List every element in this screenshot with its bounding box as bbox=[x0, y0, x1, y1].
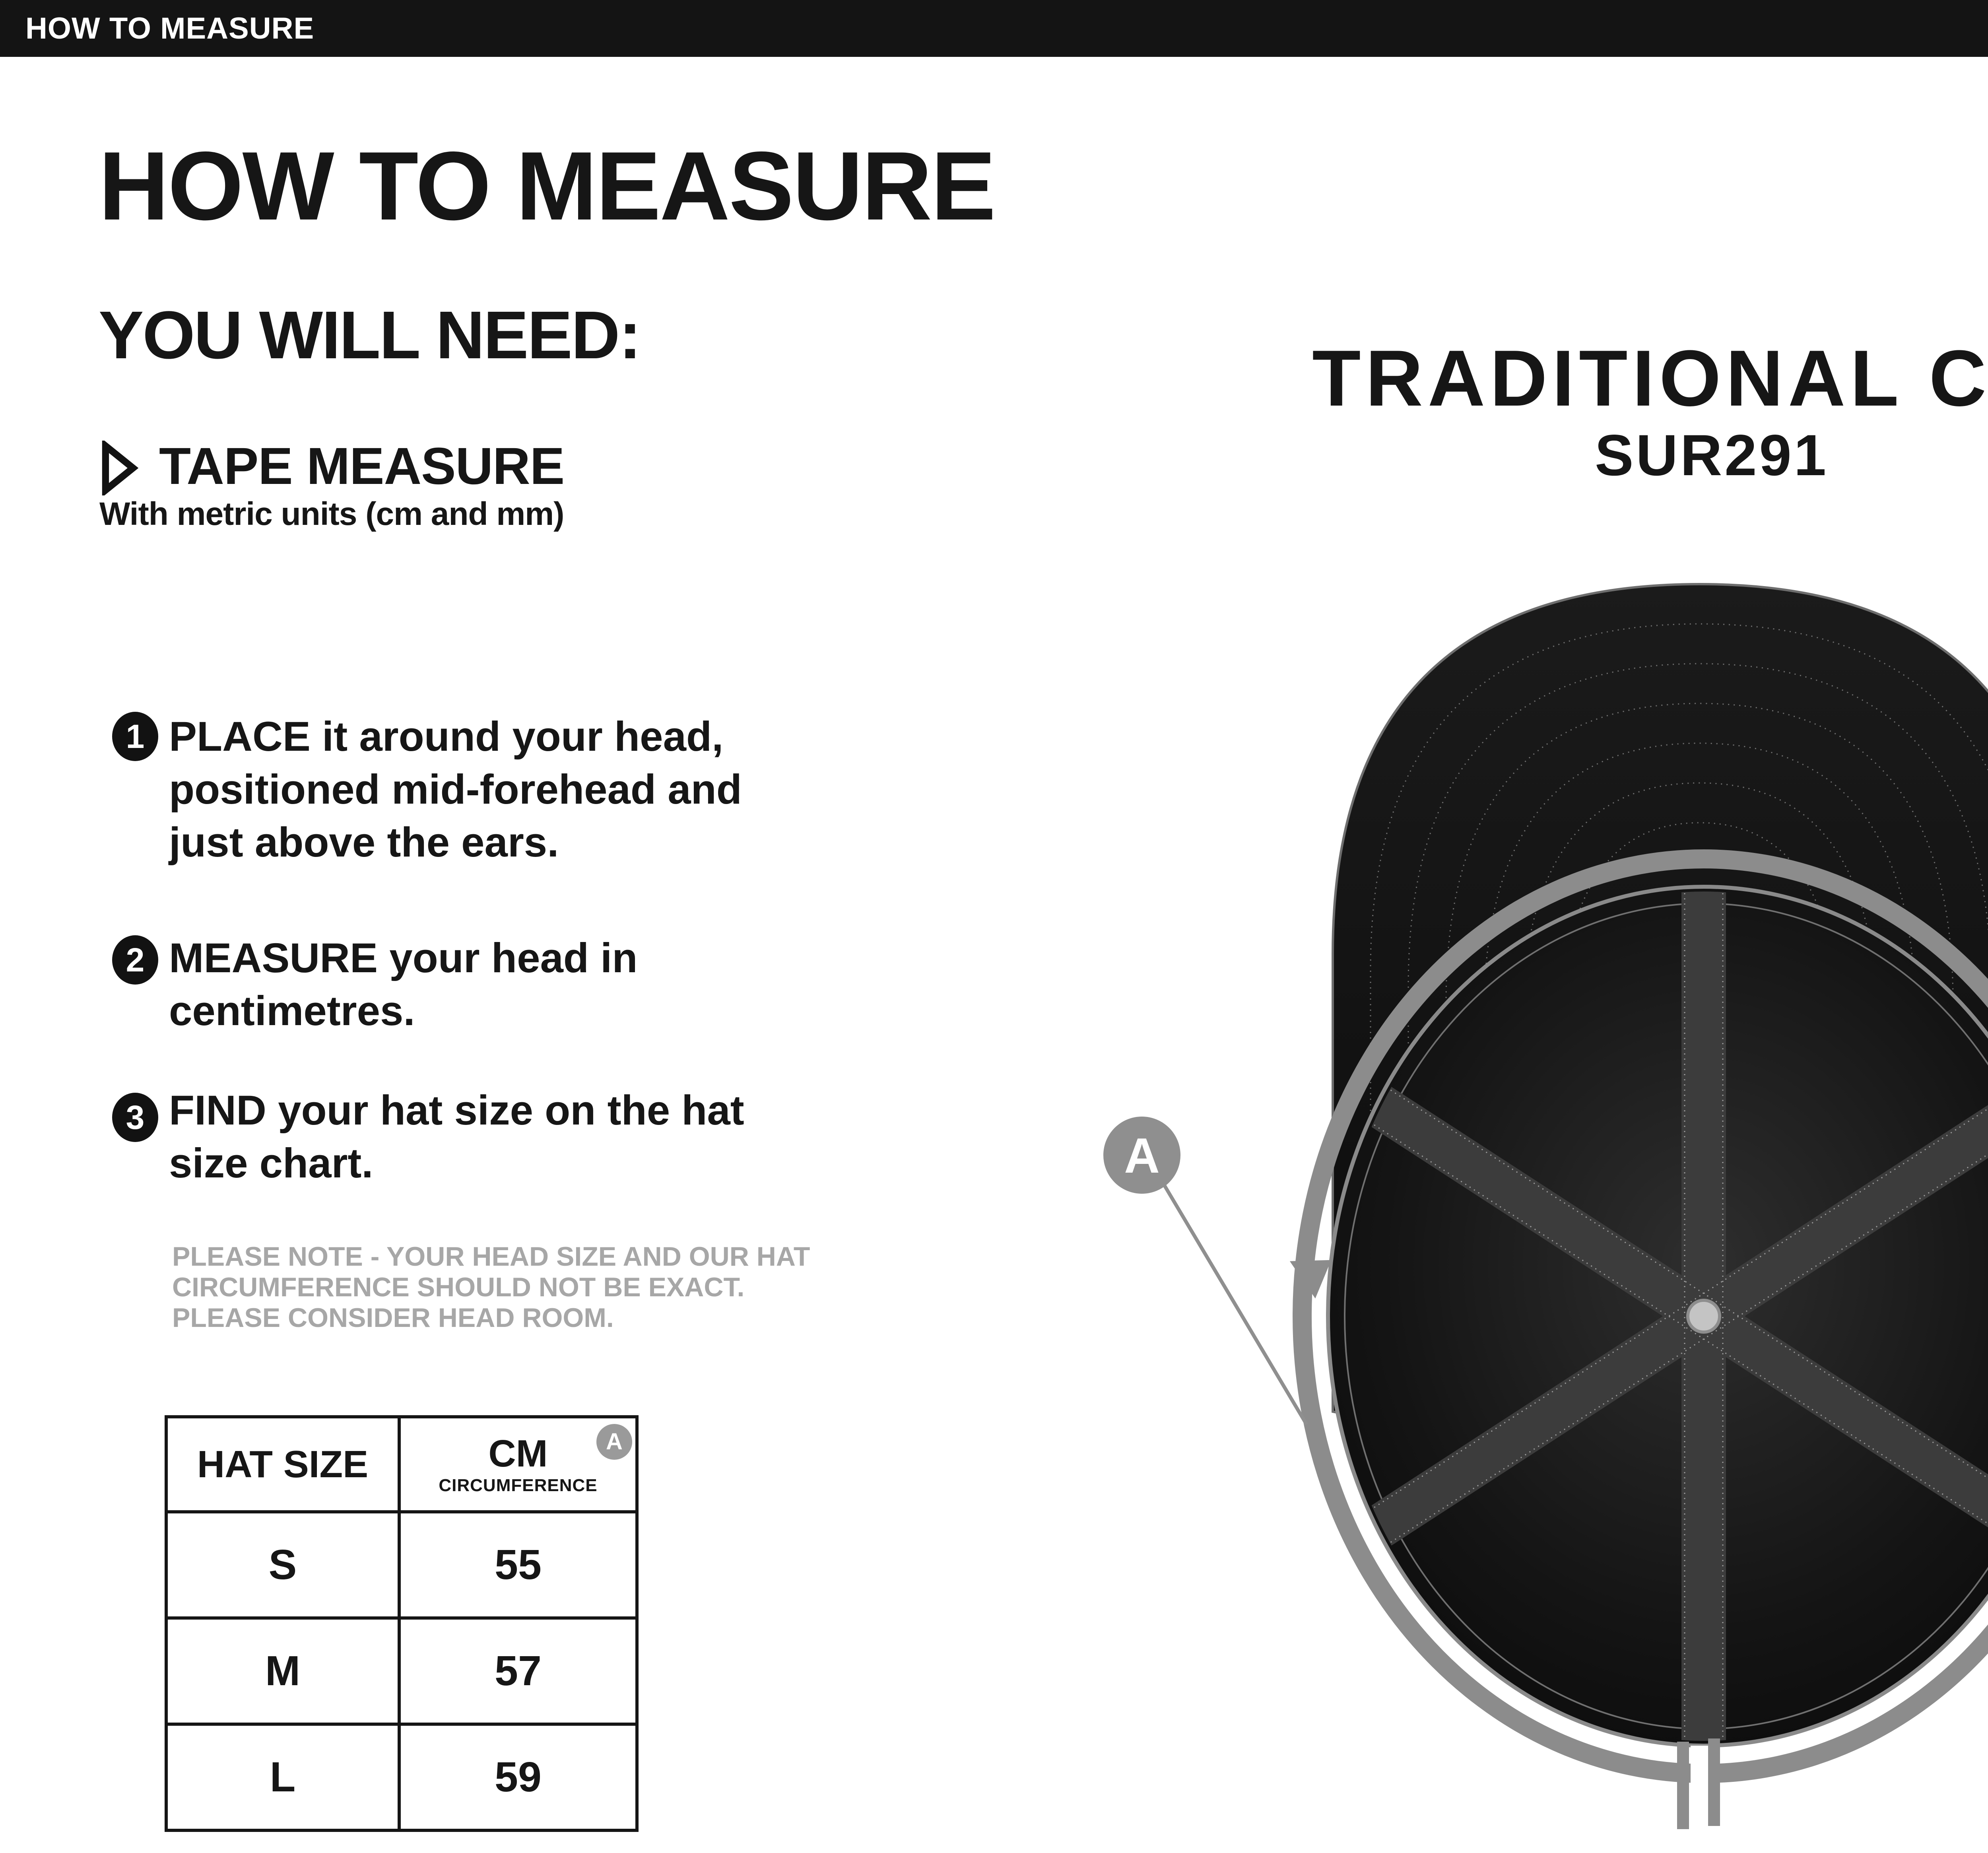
cap-diagram: A bbox=[1103, 583, 1988, 1829]
cm-header-label: CM bbox=[488, 1432, 548, 1475]
cm-cell-57: 57 bbox=[398, 1616, 639, 1726]
cm-header-cell: CM CIRCUMFERENCE A bbox=[398, 1415, 639, 1513]
step-3-text: FIND your hat size on the hat size chart… bbox=[169, 1084, 744, 1190]
ring-tick-left bbox=[1677, 1742, 1689, 1829]
step-2-line-2: centimetres. bbox=[169, 988, 415, 1034]
triangle-bullet-icon bbox=[102, 441, 138, 495]
ring-gap bbox=[1691, 1746, 1708, 1797]
you-will-need-heading: YOU WILL NEED: bbox=[99, 297, 641, 373]
size-chart-table: HAT SIZE CM CIRCUMFERENCE A S 55 M 57 L … bbox=[165, 1415, 639, 1832]
measure-ref-letter: A bbox=[606, 1429, 623, 1455]
note-line-1: PLEASE NOTE - YOUR HEAD SIZE AND OUR HAT bbox=[172, 1241, 810, 1272]
step-1-number: 1 bbox=[126, 718, 145, 755]
product-name: TRADITIONAL CAP bbox=[1312, 334, 1988, 423]
circumference-sublabel: CIRCUMFERENCE bbox=[439, 1475, 598, 1495]
ring-tick-right bbox=[1708, 1738, 1720, 1826]
cm-cell-59: 59 bbox=[398, 1723, 639, 1832]
tape-measure-detail: With metric units (cm and mm) bbox=[99, 496, 564, 532]
step-1-text: PLACE it around your head, positioned mi… bbox=[169, 710, 742, 869]
size-note: PLEASE NOTE - YOUR HEAD SIZE AND OUR HAT… bbox=[172, 1241, 810, 1333]
step-3-badge: 3 bbox=[112, 1093, 158, 1142]
crown-button bbox=[1686, 1299, 1721, 1334]
size-cell-l: L bbox=[165, 1723, 401, 1832]
step-3-line-1: FIND your hat size on the hat bbox=[169, 1087, 744, 1134]
product-code: SUR291 bbox=[1595, 423, 1829, 488]
hat-size-header-cell: HAT SIZE bbox=[165, 1415, 401, 1513]
note-line-3: PLEASE CONSIDER HEAD ROOM. bbox=[172, 1303, 614, 1333]
top-bar: HOW TO MEASURE SURRIDGE bbox=[0, 0, 1988, 57]
step-2-line-1: MEASURE your head in bbox=[169, 935, 638, 981]
step-3-number: 3 bbox=[126, 1099, 145, 1136]
arrowhead-left-icon bbox=[1289, 1260, 1332, 1299]
table-row: M 57 bbox=[165, 1616, 639, 1726]
cm-cell-55: 55 bbox=[398, 1510, 639, 1620]
table-row: S 55 bbox=[165, 1510, 639, 1620]
hat-size-header-label: HAT SIZE bbox=[197, 1443, 369, 1486]
size-cell-m: M bbox=[165, 1616, 401, 1726]
measure-label-letter: A bbox=[1124, 1129, 1160, 1183]
measure-leader-line bbox=[1161, 1182, 1308, 1426]
step-1-line-3: just above the ears. bbox=[169, 819, 559, 866]
step-2-badge: 2 bbox=[112, 935, 158, 985]
step-3-line-2: size chart. bbox=[169, 1140, 373, 1187]
table-header-row: HAT SIZE CM CIRCUMFERENCE A bbox=[165, 1415, 639, 1513]
step-2-text: MEASURE your head in centimetres. bbox=[169, 932, 637, 1037]
measure-ref-badge: A bbox=[596, 1424, 632, 1460]
tape-measure-label: TAPE MEASURE bbox=[159, 437, 565, 495]
step-1-badge: 1 bbox=[112, 712, 158, 761]
page-title: HOW TO MEASURE bbox=[99, 131, 996, 240]
size-cell-s: S bbox=[165, 1510, 401, 1620]
measure-label-badge bbox=[1103, 1117, 1180, 1194]
note-line-2: CIRCUMFERENCE SHOULD NOT BE EXACT. bbox=[172, 1272, 745, 1302]
step-1-line-2: positioned mid-forehead and bbox=[169, 766, 742, 813]
step-1-line-1: PLACE it around your head, bbox=[169, 713, 724, 760]
table-row: L 59 bbox=[165, 1723, 639, 1832]
step-2-number: 2 bbox=[126, 941, 145, 979]
top-bar-title: HOW TO MEASURE bbox=[25, 12, 315, 45]
